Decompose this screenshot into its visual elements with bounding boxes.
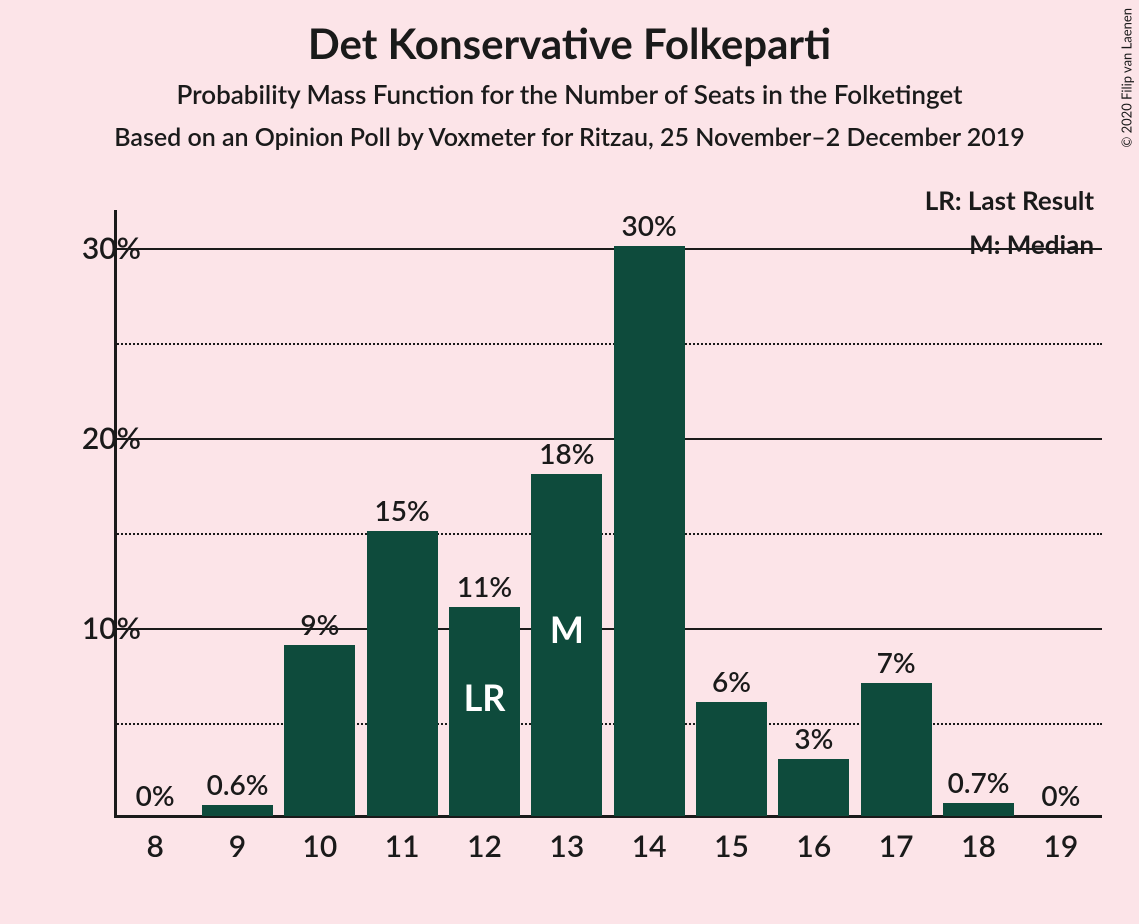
chart-plot-area: 0%0.6%9%15%11%LR18%M30%6%3%7%0.7%0% 8910… [114,210,1102,818]
copyright-text: © 2020 Filip van Laenen [1119,8,1135,148]
x-axis-label: 19 [1043,828,1078,864]
bar-marker-median: M [550,607,584,651]
bar-value-label: 3% [794,721,833,755]
x-axis-label: 12 [467,828,502,864]
bar [943,803,1014,816]
bar-value-label: 0.6% [207,767,269,801]
gridline-minor [114,723,1102,725]
x-axis-label: 10 [302,828,337,864]
bar-marker-lr: LR [464,675,506,719]
bar-value-label: 7% [877,645,916,679]
x-axis-label: 8 [146,828,163,864]
gridline-major [114,628,1102,630]
y-axis-label: 10% [82,610,141,646]
x-axis-label: 9 [229,828,246,864]
bar [284,645,355,816]
bar-value-label: 0% [1041,778,1080,812]
bar-value-label: 9% [300,607,339,641]
bar [614,246,685,816]
legend-lr: LR: Last Result [925,184,1094,216]
bar-value-label: 18% [539,436,594,470]
bar-value-label: 15% [375,493,430,527]
y-axis [114,210,117,818]
bar [696,702,767,816]
x-axis-label: 16 [796,828,831,864]
chart-subtitle-2: Based on an Opinion Poll by Voxmeter for… [0,110,1139,152]
bar-value-label: 6% [712,664,751,698]
x-axis-label: 13 [549,828,584,864]
chart-title: Det Konservative Folkeparti [0,0,1139,68]
x-axis-label: 11 [385,828,420,864]
bar-value-label: 30% [622,208,677,242]
gridline-major [114,438,1102,440]
bar [861,683,932,816]
gridline-minor [114,343,1102,345]
bar-value-label: 11% [457,569,512,603]
bar-value-label: 0.7% [948,765,1010,799]
x-axis-label: 18 [961,828,996,864]
bar [367,531,438,816]
x-axis-label: 14 [632,828,667,864]
bar-value-label: 0% [136,778,175,812]
chart-subtitle: Probability Mass Function for the Number… [0,68,1139,110]
gridline-minor [114,533,1102,535]
legend-m: M: Median [969,228,1094,260]
y-axis-label: 20% [82,420,141,456]
x-axis-label: 15 [714,828,749,864]
y-axis-label: 30% [82,230,141,266]
bar [778,759,849,816]
bar [202,805,273,816]
x-axis-label: 17 [879,828,914,864]
gridline-major [114,248,1102,250]
